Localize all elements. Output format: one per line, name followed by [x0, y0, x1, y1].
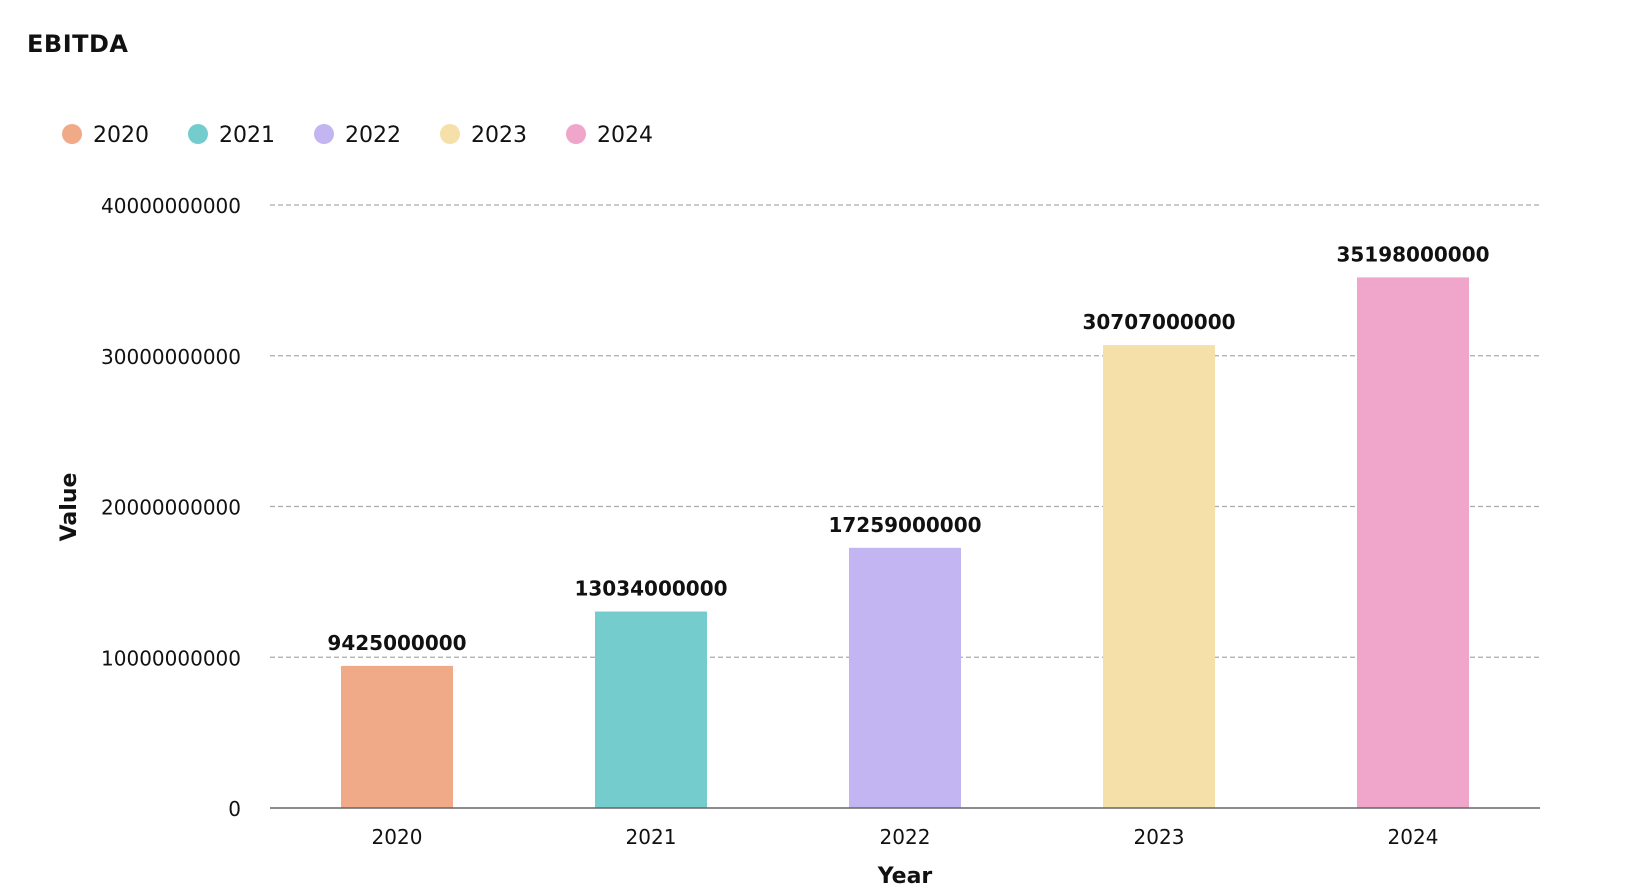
data-label: 30707000000 [1082, 310, 1235, 334]
x-tick-label: 2024 [1388, 825, 1439, 849]
bar-2023 [1103, 345, 1215, 808]
legend-marker-2021 [188, 124, 208, 144]
x-tick-label: 2023 [1134, 825, 1185, 849]
legend-label-2024: 2024 [597, 123, 653, 148]
bar-2024 [1357, 277, 1469, 808]
data-label: 13034000000 [574, 577, 727, 601]
x-tick-label: 2021 [626, 825, 677, 849]
bar-2021 [595, 611, 707, 808]
legend-marker-2023 [440, 124, 460, 144]
y-tick-label: 10000000000 [101, 646, 241, 670]
legend-marker-2024 [566, 124, 586, 144]
bar-2022 [849, 547, 961, 808]
x-tick-label: 2020 [372, 825, 423, 849]
legend-label-2021: 2021 [219, 123, 275, 148]
data-label: 9425000000 [327, 631, 466, 655]
legend-marker-2022 [314, 124, 334, 144]
bar-2020 [341, 665, 453, 808]
data-label: 17259000000 [828, 513, 981, 537]
y-tick-label: 40000000000 [101, 194, 241, 218]
x-axis-title: Year [877, 864, 933, 889]
data-label: 35198000000 [1336, 242, 1489, 266]
y-tick-label: 20000000000 [101, 496, 241, 520]
legend-marker-2020 [62, 124, 82, 144]
chart-title: EBITDA [27, 30, 129, 58]
x-tick-label: 2022 [880, 825, 931, 849]
legend-label-2020: 2020 [93, 123, 149, 148]
y-tick-label: 30000000000 [101, 345, 241, 369]
legend-label-2023: 2023 [471, 123, 527, 148]
legend-label-2022: 2022 [345, 123, 401, 148]
y-axis-title: Value [57, 473, 82, 542]
y-tick-label: 0 [228, 797, 241, 821]
